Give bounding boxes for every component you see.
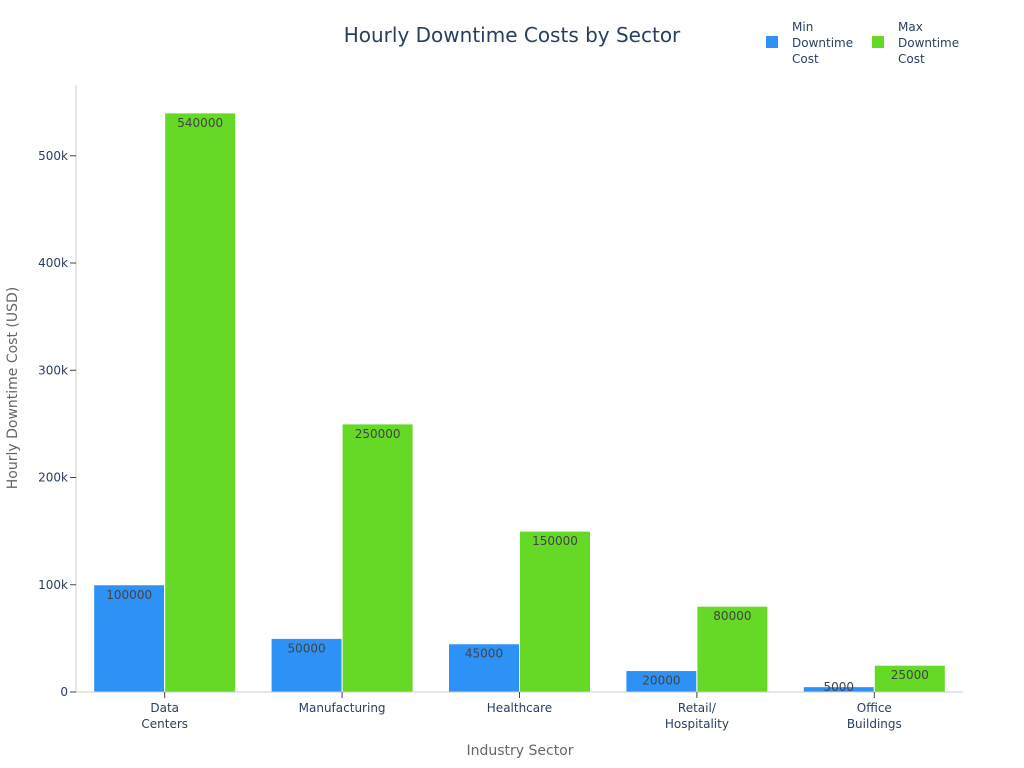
- bars-group: 100000 540000 50000 250000 45000 150000 20000 8…: [93, 112, 946, 694]
- x-tick-label-line: Manufacturing: [299, 701, 386, 715]
- x-tick-label-line: Healthcare: [487, 701, 552, 715]
- bar-value-label: 80000: [713, 609, 751, 623]
- bar-value-label: 150000: [532, 534, 578, 548]
- x-tick-label: Manufacturing: [299, 701, 386, 715]
- x-tick-label-line: Office: [857, 701, 892, 715]
- bar-min-downtime-cost-healthcare: [448, 643, 520, 693]
- y-tick-label: 500k: [38, 149, 68, 163]
- x-axis-title: Industry Sector: [466, 743, 573, 759]
- y-tick-label: 0: [60, 685, 68, 699]
- bar-value-label: 250000: [355, 427, 401, 441]
- bar-max-downtime-cost-manufacturing: [341, 423, 414, 693]
- x-tick-label: Office Buildings: [847, 701, 902, 731]
- y-tick-label: 200k: [38, 471, 68, 485]
- bar-max-downtime-cost-data-centers: [164, 112, 237, 693]
- bar-max-downtime-cost-healthcare: [519, 530, 591, 693]
- legend-swatch-max-downtime-cost: [872, 36, 884, 48]
- y-tick-label: 100k: [38, 578, 68, 592]
- bar-value-label: 25000: [891, 668, 929, 682]
- bar-value-label: 50000: [288, 641, 326, 655]
- legend-label-line: Cost: [792, 52, 819, 66]
- bar-min-downtime-cost-data-centers: [93, 584, 166, 693]
- x-tick-label: Healthcare: [487, 701, 552, 715]
- chart-title: Hourly Downtime Costs by Sector: [344, 23, 681, 47]
- legend-label-line: Min: [792, 20, 813, 34]
- y-tick-label: 300k: [38, 363, 68, 377]
- y-tick-label: 400k: [38, 256, 68, 270]
- legend-swatch-min-downtime-cost: [766, 36, 778, 48]
- legend-label-max-downtime-cost: Max Downtime Cost: [898, 20, 959, 66]
- axes-group: 0 100k 200k 300k 400k 500k Data Centers Manufact…: [38, 85, 963, 731]
- bar-value-label: 45000: [465, 647, 503, 661]
- legend: Min Downtime Cost Max Downtime Cost: [766, 20, 959, 66]
- x-tick-label: Data Centers: [141, 701, 188, 731]
- x-tick-label-line: Centers: [141, 717, 188, 731]
- bar-value-label: 5000: [824, 680, 855, 694]
- legend-label-line: Max: [898, 20, 923, 34]
- bar-value-label: 20000: [642, 674, 680, 688]
- x-tick-label: Retail/Hospitality: [665, 701, 729, 731]
- legend-label-line: Downtime: [898, 36, 959, 50]
- x-tick-label-line: Retail/: [678, 701, 717, 715]
- bar-min-downtime-cost-manufacturing: [270, 637, 343, 693]
- legend-label-min-downtime-cost: Min Downtime Cost: [792, 20, 853, 66]
- bar-max-downtime-cost-office-buildings: [873, 664, 946, 693]
- legend-label-line: Cost: [898, 52, 925, 66]
- x-tick-label-line: Buildings: [847, 717, 902, 731]
- y-axis-title: Hourly Downtime Cost (USD): [5, 287, 21, 490]
- x-tick-label-line: Data: [150, 701, 179, 715]
- bar-value-label: 100000: [106, 588, 152, 602]
- bar-value-label: 540000: [177, 116, 223, 130]
- legend-label-line: Downtime: [792, 36, 853, 50]
- x-tick-label-line: Hospitality: [665, 717, 729, 731]
